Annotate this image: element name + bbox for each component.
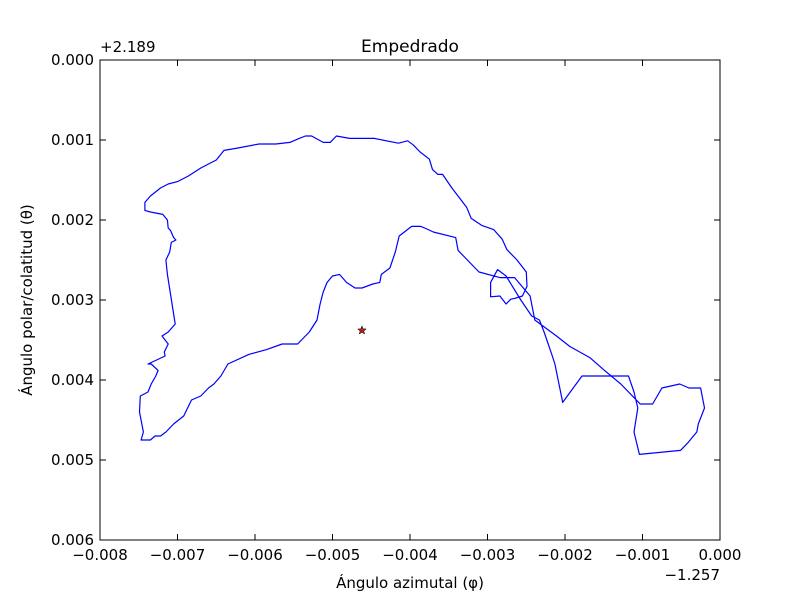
y-tick-label: 0.003 xyxy=(51,291,94,309)
x-tick-label: −0.001 xyxy=(615,546,671,564)
y-tick-label: 0.001 xyxy=(51,131,94,149)
x-tick-label: −0.007 xyxy=(150,546,206,564)
centroid-star-marker xyxy=(356,325,367,335)
y-axis-label: Ángulo polar/colatitud (θ) xyxy=(17,204,36,396)
x-tick-label: −0.006 xyxy=(227,546,283,564)
y-tick-label: 0.004 xyxy=(51,371,94,389)
y-tick-label: 0.006 xyxy=(51,531,94,549)
plot-area: −0.008 −0.007 −0.006 −0.005 −0.004 −0.003 −0.0… xyxy=(51,51,741,564)
x-tick-label: −0.004 xyxy=(382,546,438,564)
x-offset-label: −1.257 xyxy=(664,566,720,584)
y-offset-label: +2.189 xyxy=(100,38,156,56)
x-tick-label: −0.002 xyxy=(537,546,593,564)
chart-title: Empedrado xyxy=(361,37,459,57)
x-tick-label: 0.000 xyxy=(699,546,742,564)
x-tick-label: −0.005 xyxy=(305,546,361,564)
boundary-line xyxy=(138,135,706,455)
x-tick-label: −0.003 xyxy=(460,546,516,564)
y-tick-label: 0.002 xyxy=(51,211,94,229)
x-axis-label: Ángulo azimutal (φ) xyxy=(336,573,484,592)
y-tick-label: 0.005 xyxy=(51,451,94,469)
x-tick-label: −0.008 xyxy=(72,546,128,564)
y-tick-label: 0.000 xyxy=(51,51,94,69)
